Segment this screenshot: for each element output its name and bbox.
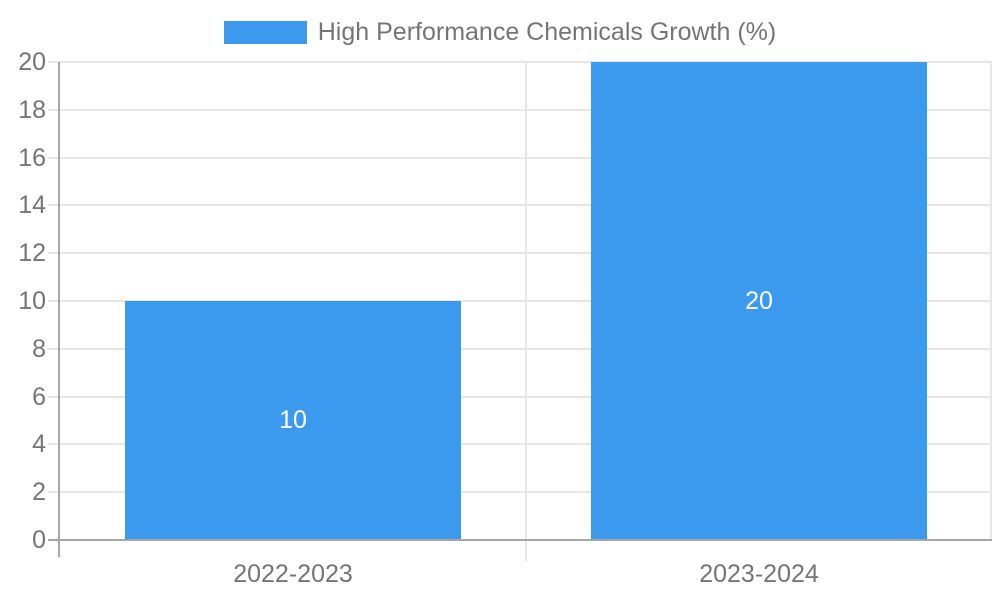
bar-value-label-2023-2024: 20 [745, 286, 773, 315]
y-axis-line [58, 62, 60, 557]
bar-value-label-2022-2023: 10 [279, 406, 307, 434]
y-tick-label-10: 10 [18, 287, 46, 315]
y-tick-label-12: 12 [18, 239, 46, 268]
y-tick-16 [48, 156, 60, 159]
y-tick-2 [48, 491, 60, 494]
x-category-label-2023-2024: 2023-2024 [699, 560, 819, 588]
y-tick-label-6: 6 [32, 382, 46, 411]
bar-2023-2024: 20 [590, 62, 928, 540]
legend-swatch-icon [223, 20, 307, 44]
x-axis-tick-1 [525, 541, 527, 561]
x-category-label-2022-2023: 2022-2023 [233, 560, 353, 588]
gridline-x-2 [990, 62, 992, 540]
x-axis-line [48, 539, 992, 541]
y-tick-12 [48, 252, 60, 255]
plot-area: 10 20 [60, 61, 992, 540]
y-tick-14 [48, 204, 60, 207]
y-tick-label-16: 16 [18, 143, 46, 172]
y-tick-6 [48, 395, 60, 398]
y-tick-label-0: 0 [32, 526, 46, 554]
legend-label: High Performance Chemicals Growth (%) [317, 17, 777, 46]
y-tick-8 [48, 347, 60, 350]
y-tick-label-8: 8 [32, 334, 46, 363]
x-axis-labels: 2022-2023 2023-2024 [60, 556, 992, 592]
y-tick-20 [48, 61, 60, 63]
legend: High Performance Chemicals Growth (%) [0, 17, 1000, 47]
y-tick-label-14: 14 [18, 191, 46, 220]
x-axis-ticks [60, 541, 992, 561]
y-tick-10 [48, 300, 60, 302]
y-tick-label-20: 20 [18, 48, 46, 76]
gridline-x-1 [525, 62, 527, 540]
y-tick-4 [48, 443, 60, 446]
y-tick-label-2: 2 [32, 478, 46, 507]
y-tick-label-18: 18 [18, 95, 46, 124]
bar-2022-2023: 10 [124, 301, 462, 540]
y-axis-labels: 0 2 4 6 8 10 12 14 16 18 20 [0, 48, 46, 554]
y-tick-label-4: 4 [32, 430, 46, 459]
y-tick-18 [48, 108, 60, 111]
